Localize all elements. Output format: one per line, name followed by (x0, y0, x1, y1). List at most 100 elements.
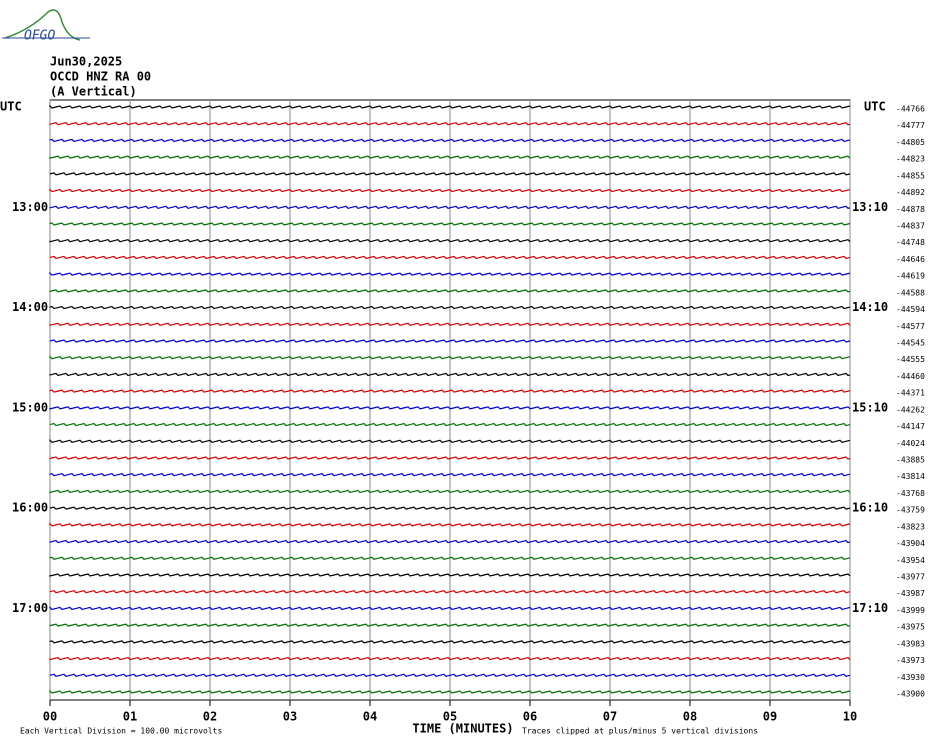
title-line: (A Vertical) (50, 85, 137, 99)
trace-offset: -44147 (896, 422, 925, 431)
trace (49, 172, 851, 176)
title-line: Jun30,2025 (50, 55, 122, 69)
trace (49, 438, 851, 443)
trace-offset: -44371 (896, 389, 925, 398)
trace-offset: -44823 (896, 155, 925, 164)
trace-offset: -44619 (896, 272, 925, 281)
trace (49, 656, 851, 661)
right-time-label: 14:10 (852, 300, 888, 314)
trace (49, 539, 851, 544)
trace (49, 605, 851, 611)
trace (49, 372, 851, 377)
logo-curve (4, 9, 81, 41)
trace (49, 489, 851, 494)
trace-offset: -43977 (896, 573, 925, 582)
x-axis-label: TIME (MINUTES) (412, 722, 513, 736)
trace-offset: -44878 (896, 205, 925, 214)
x-tick-label: 09 (763, 710, 777, 724)
trace-offset: -44594 (896, 305, 925, 314)
trace (49, 122, 851, 126)
trace-offset: -43814 (896, 472, 925, 481)
trace-offset: -44262 (896, 405, 925, 414)
trace-offset: -43983 (896, 639, 925, 648)
trace-offset: -44646 (896, 255, 925, 264)
trace (49, 640, 851, 644)
left-time-label: 13:00 (12, 200, 48, 214)
trace-offset: -44805 (896, 138, 925, 147)
title-line: OCCD HNZ RA 00 (50, 70, 151, 84)
trace-offset: -44892 (896, 188, 925, 197)
trace (49, 289, 851, 293)
x-tick-label: 10 (843, 710, 857, 724)
trace-offset: -43975 (896, 623, 925, 632)
x-tick-label: 05 (443, 710, 457, 724)
trace-offset: -43759 (896, 506, 925, 515)
right-time-label: 16:10 (852, 501, 888, 515)
trace-offset: -44460 (896, 372, 925, 381)
trace (49, 255, 851, 260)
trace (49, 138, 851, 143)
trace (49, 406, 851, 410)
trace (49, 222, 851, 226)
trace (49, 188, 851, 193)
footnote: Each Vertical Division = 100.00 microvol… (20, 727, 222, 736)
trace-offset: -44545 (896, 339, 925, 348)
x-tick-label: 06 (523, 710, 537, 724)
trace-offset: -43885 (896, 456, 925, 465)
trace (49, 506, 851, 510)
trace (49, 305, 851, 310)
trace-offset: -44555 (896, 355, 925, 364)
x-tick-label: 01 (123, 710, 137, 724)
trace-offset: -43768 (896, 489, 925, 498)
trace-offset: -43900 (896, 690, 925, 699)
trace-offset: -43904 (896, 539, 925, 548)
trace (49, 339, 851, 343)
logo: OFGO (24, 29, 55, 44)
footnote: Traces clipped at plus/minus 5 vertical … (522, 727, 758, 736)
x-tick-label: 08 (683, 710, 697, 724)
trace (49, 355, 851, 360)
trace (49, 590, 851, 594)
trace (49, 556, 851, 560)
trace-offset: -43999 (896, 606, 925, 615)
right-time-label: 13:10 (852, 200, 888, 214)
x-tick-label: 04 (363, 710, 377, 724)
trace-offset: -43930 (896, 673, 925, 682)
x-tick-label: 07 (603, 710, 617, 724)
trace (49, 104, 851, 109)
trace (49, 389, 851, 393)
left-time-label: 17:00 (12, 601, 48, 615)
trace (49, 673, 851, 677)
trace (49, 205, 851, 209)
right-axis-label: UTC (864, 100, 886, 114)
trace (49, 689, 851, 694)
trace (49, 422, 851, 427)
trace-offset: -43973 (896, 656, 925, 665)
trace-offset: -43987 (896, 589, 925, 598)
x-tick-label: 00 (43, 710, 57, 724)
left-time-label: 15:00 (12, 400, 48, 414)
left-axis-label: UTC (0, 100, 22, 114)
x-tick-label: 03 (283, 710, 297, 724)
trace (49, 456, 851, 460)
trace-offset: -44837 (896, 222, 925, 231)
trace-offset: -44766 (896, 105, 925, 114)
trace-offset: -44855 (896, 171, 925, 180)
trace (49, 322, 851, 327)
trace-offset: -44777 (896, 121, 925, 130)
trace-offset: -44024 (896, 439, 925, 448)
trace-offset: -43954 (896, 556, 925, 565)
trace (49, 239, 851, 243)
x-tick-label: 02 (203, 710, 217, 724)
trace (49, 155, 851, 159)
trace-offset: -43823 (896, 522, 925, 531)
trace (49, 271, 851, 276)
left-time-label: 16:00 (12, 501, 48, 515)
trace (49, 573, 851, 577)
trace-offset: -44577 (896, 322, 925, 331)
trace-offset: -44588 (896, 288, 925, 297)
trace (49, 522, 851, 527)
trace (49, 623, 851, 627)
trace (49, 473, 851, 477)
